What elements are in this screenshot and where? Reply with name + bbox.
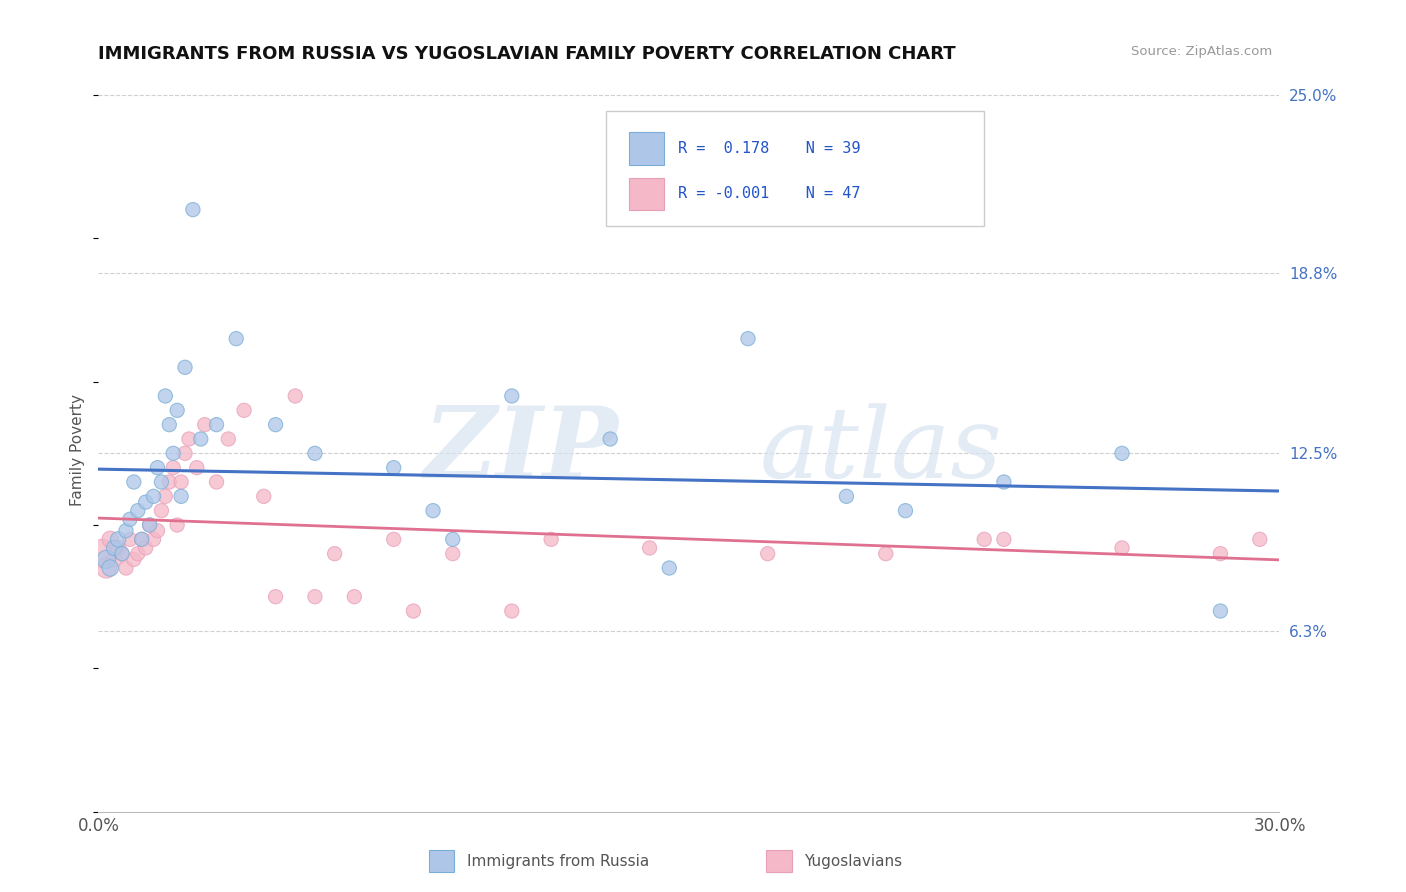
Point <box>194 417 217 432</box>
Point <box>115 561 138 575</box>
Point <box>127 503 149 517</box>
Point <box>111 547 134 561</box>
Point <box>658 561 681 575</box>
Point <box>135 495 157 509</box>
Point <box>142 489 165 503</box>
Point <box>170 489 193 503</box>
Point <box>441 533 464 547</box>
Point <box>98 533 121 547</box>
Text: R = -0.001    N = 47: R = -0.001 N = 47 <box>678 186 860 202</box>
Point <box>138 518 160 533</box>
Point <box>142 533 165 547</box>
Point <box>96 561 118 575</box>
Point <box>150 475 173 489</box>
Point <box>181 202 204 217</box>
Point <box>835 489 858 503</box>
Point <box>122 475 145 489</box>
Point <box>186 460 208 475</box>
Point <box>501 604 523 618</box>
Point <box>122 552 145 566</box>
Point <box>166 518 188 533</box>
Point <box>233 403 256 417</box>
Point <box>166 403 188 417</box>
Point <box>402 604 425 618</box>
Point <box>993 475 1015 489</box>
Point <box>894 503 917 517</box>
FancyBboxPatch shape <box>628 132 664 165</box>
Text: atlas: atlas <box>759 403 1002 498</box>
Point <box>441 547 464 561</box>
Point <box>131 533 153 547</box>
Point <box>138 518 160 533</box>
Text: ZIP: ZIP <box>423 402 619 499</box>
Point <box>382 460 405 475</box>
Point <box>177 432 200 446</box>
Point <box>225 332 247 346</box>
Point <box>98 561 121 575</box>
Text: Immigrants from Russia: Immigrants from Russia <box>467 855 650 869</box>
Text: Source: ZipAtlas.com: Source: ZipAtlas.com <box>1132 45 1272 58</box>
Point <box>162 446 184 460</box>
Point <box>174 446 197 460</box>
FancyBboxPatch shape <box>606 111 984 227</box>
Point <box>170 475 193 489</box>
Point <box>756 547 779 561</box>
Point <box>155 389 177 403</box>
Point <box>111 547 134 561</box>
Point <box>103 541 125 555</box>
Point <box>205 475 228 489</box>
Point <box>253 489 276 503</box>
Point <box>150 503 173 517</box>
Point <box>96 552 118 566</box>
Point <box>501 389 523 403</box>
Point <box>1209 547 1232 561</box>
Point <box>118 512 141 526</box>
Point <box>973 533 995 547</box>
Point <box>422 503 444 517</box>
Point <box>91 547 114 561</box>
Point <box>264 590 287 604</box>
Point <box>875 547 897 561</box>
Y-axis label: Family Poverty: Family Poverty <box>70 394 86 507</box>
Point <box>1111 446 1133 460</box>
Point <box>174 360 197 375</box>
Point <box>540 533 562 547</box>
Point <box>599 432 621 446</box>
Point <box>127 547 149 561</box>
Point <box>146 524 169 538</box>
Text: R =  0.178    N = 39: R = 0.178 N = 39 <box>678 141 860 156</box>
Point <box>118 533 141 547</box>
Point <box>638 541 661 555</box>
Text: IMMIGRANTS FROM RUSSIA VS YUGOSLAVIAN FAMILY POVERTY CORRELATION CHART: IMMIGRANTS FROM RUSSIA VS YUGOSLAVIAN FA… <box>98 45 956 62</box>
Point <box>157 475 180 489</box>
Point <box>1111 541 1133 555</box>
Point <box>993 533 1015 547</box>
Point <box>135 541 157 555</box>
Point <box>1249 533 1271 547</box>
Point <box>157 417 180 432</box>
Point <box>304 446 326 460</box>
Point <box>217 432 239 446</box>
Point <box>146 460 169 475</box>
Point <box>115 524 138 538</box>
Point <box>205 417 228 432</box>
Point <box>1209 604 1232 618</box>
Point <box>382 533 405 547</box>
Point <box>284 389 307 403</box>
Point <box>155 489 177 503</box>
Point <box>107 533 129 547</box>
Point <box>264 417 287 432</box>
Point <box>103 552 125 566</box>
Point <box>737 332 759 346</box>
Point <box>190 432 212 446</box>
Point <box>107 541 129 555</box>
Point <box>304 590 326 604</box>
Point <box>162 460 184 475</box>
Text: Yugoslavians: Yugoslavians <box>804 855 903 869</box>
Point <box>323 547 346 561</box>
Point <box>131 533 153 547</box>
Point <box>343 590 366 604</box>
FancyBboxPatch shape <box>628 178 664 211</box>
